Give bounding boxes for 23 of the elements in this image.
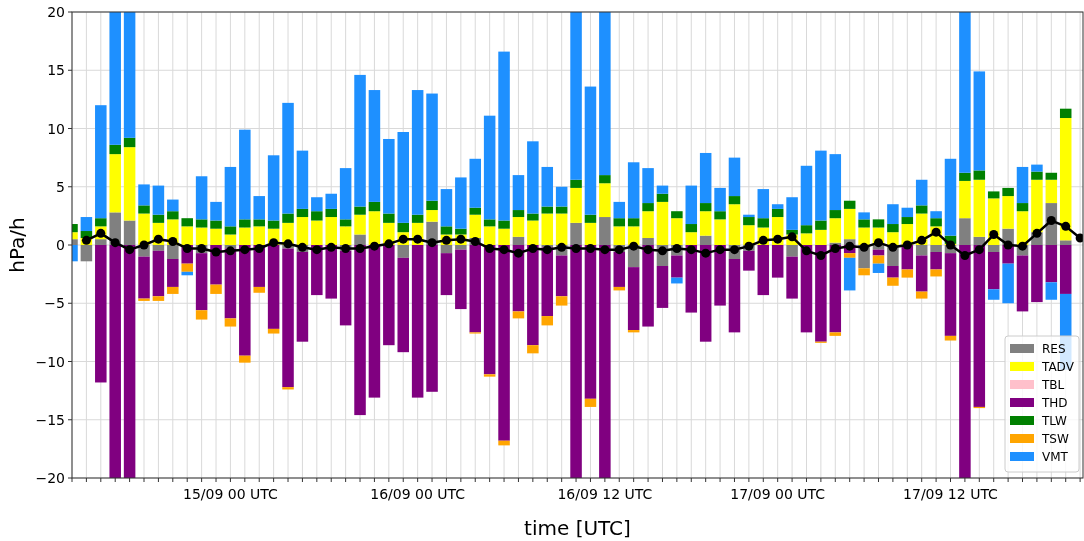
y-tick-label: 5 bbox=[56, 178, 65, 195]
legend-label: TLW bbox=[1041, 414, 1067, 428]
y-tick-label: 20 bbox=[47, 4, 65, 20]
x-tick-label: 15/09 00 UTC bbox=[183, 486, 279, 502]
legend-label: VMT bbox=[1042, 450, 1069, 464]
legend-label: RES bbox=[1042, 342, 1066, 356]
x-tick-label: 17/09 12 UTC bbox=[903, 486, 999, 502]
y-tick-label: −5 bbox=[44, 295, 65, 312]
y-tick-label: 15 bbox=[47, 62, 65, 79]
legend-label: THD bbox=[1041, 396, 1068, 410]
x-tick-label: 17/09 00 UTC bbox=[730, 486, 826, 502]
y-tick-label: −20 bbox=[35, 470, 65, 486]
x-axis-title: time [UTC] bbox=[524, 516, 631, 540]
y-tick-label: 10 bbox=[47, 120, 65, 137]
legend-label: TADV bbox=[1041, 360, 1075, 374]
y-axis-title: hPa/h bbox=[5, 217, 29, 273]
y-tick-label: −15 bbox=[35, 411, 65, 428]
y-tick-label: 0 bbox=[56, 237, 65, 253]
legend-label: TBL bbox=[1041, 378, 1065, 392]
x-tick-label: 16/09 00 UTC bbox=[370, 486, 466, 502]
legend-label: TSW bbox=[1041, 432, 1069, 446]
x-tick-label: 16/09 12 UTC bbox=[557, 486, 653, 502]
y-tick-label: −10 bbox=[35, 353, 65, 370]
